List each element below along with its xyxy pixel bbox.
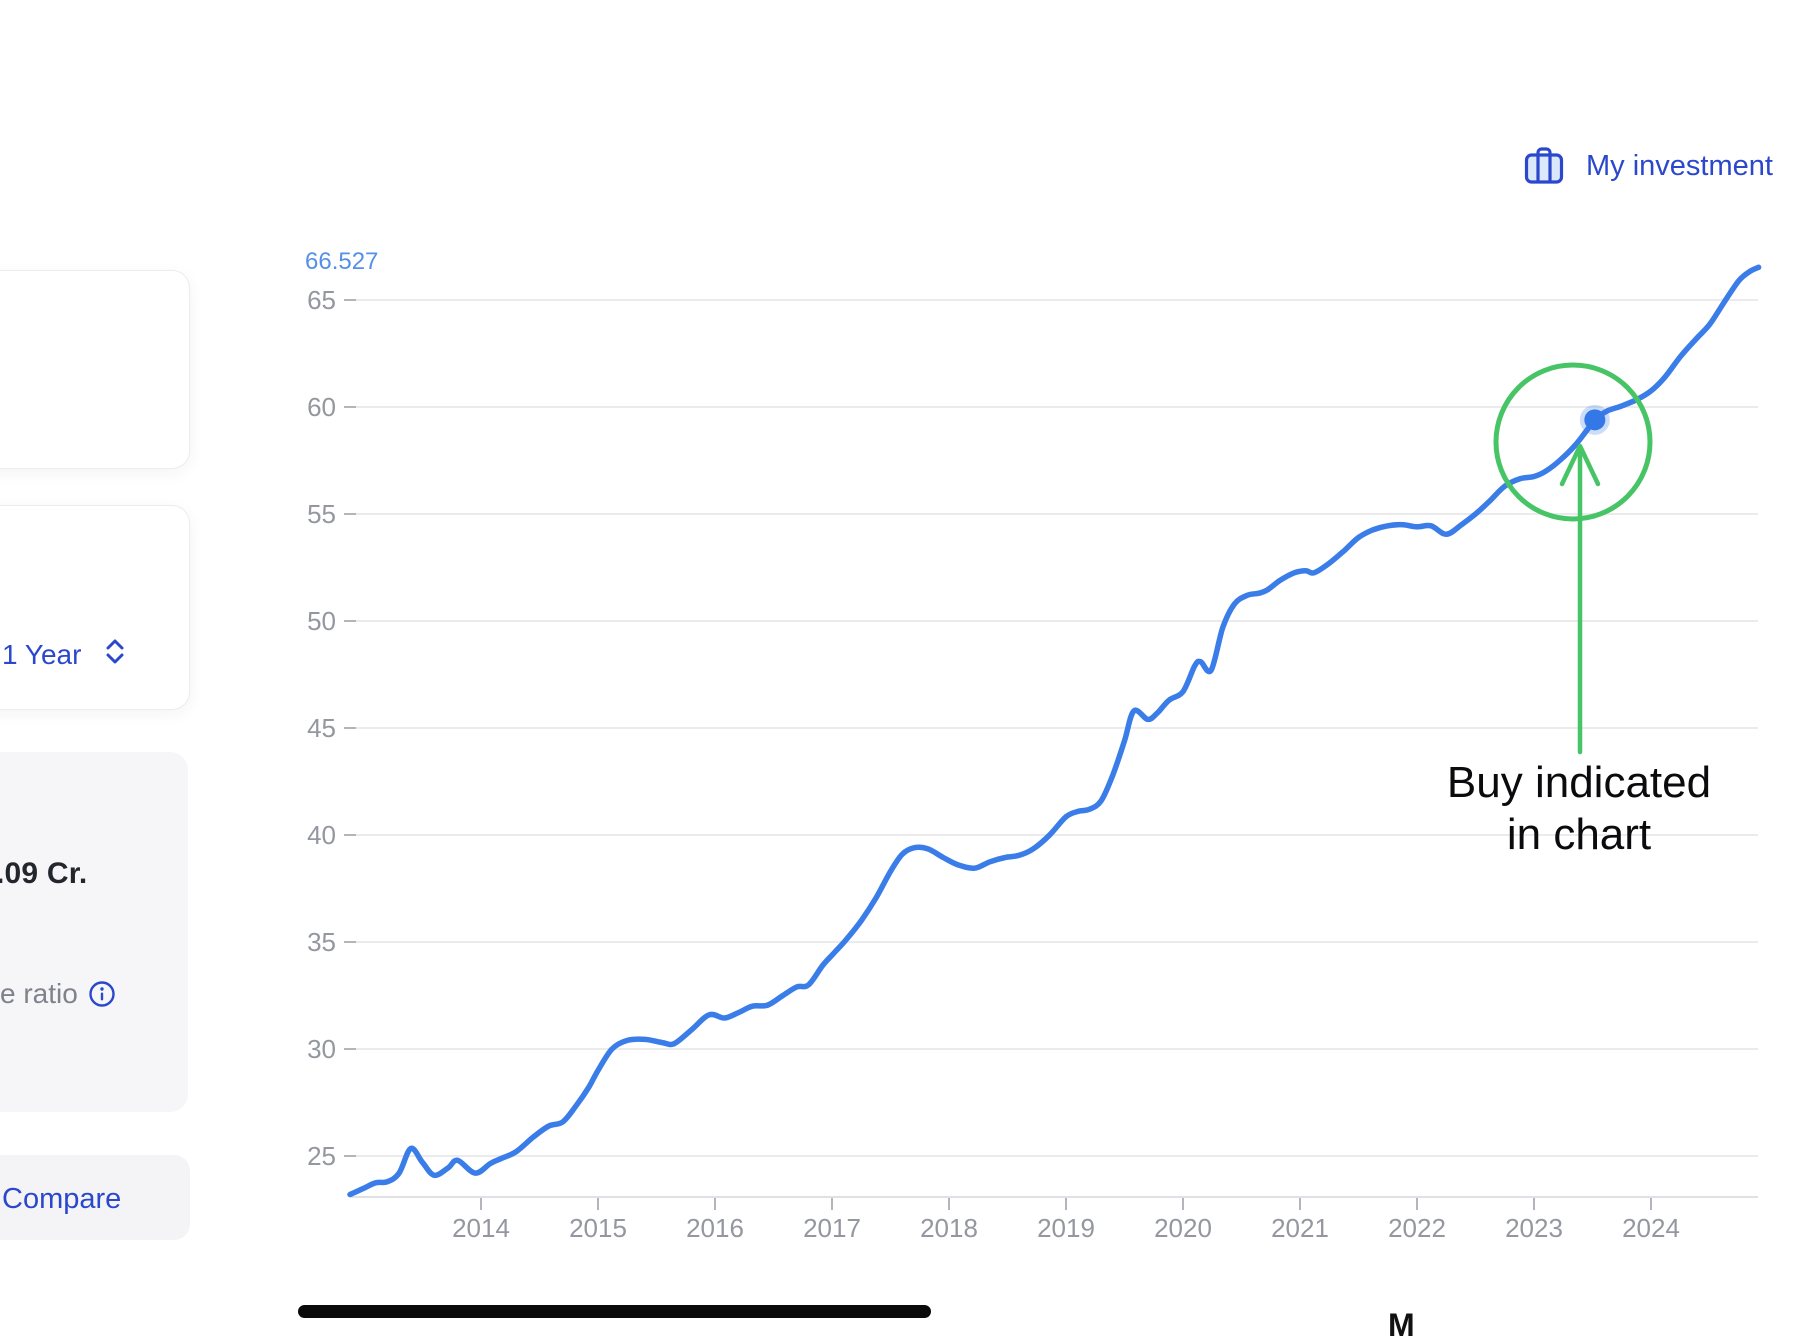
y-axis-tick-label: 40 [307, 820, 336, 850]
fund-size-value: .09 Cr. [0, 857, 88, 890]
compare-button[interactable]: Compare [2, 1183, 122, 1215]
y-axis-tick-label: 30 [307, 1034, 336, 1064]
my-investments-label: My investment [1586, 149, 1773, 182]
buy-arrow-head [1559, 443, 1601, 487]
x-axis-tick-label: 2023 [1505, 1213, 1563, 1243]
x-axis-tick-label: 2019 [1037, 1213, 1095, 1243]
latest-value-label: 66.527 [305, 248, 379, 275]
buy-annotation-text: Buy indicated in chart [1446, 758, 1712, 859]
y-axis-tick-label: 65 [307, 285, 336, 315]
x-axis-tick-label: 2015 [569, 1213, 627, 1243]
sort-updown-icon [103, 638, 127, 672]
buy-highlight-circle [1493, 362, 1653, 522]
summary-card [0, 270, 190, 469]
x-axis-tick-label: 2018 [920, 1213, 978, 1243]
nav-line-series[interactable] [347, 264, 1762, 1198]
period-selector-label: 1 Year [2, 639, 82, 670]
expense-ratio-row: e ratio [0, 978, 116, 1010]
info-icon[interactable] [88, 980, 116, 1008]
clipped-text-fragment: M [1388, 1307, 1415, 1343]
y-axis-tick-label: 35 [307, 927, 336, 957]
compare-card[interactable] [0, 1155, 190, 1240]
home-indicator-bar[interactable] [298, 1305, 931, 1318]
my-investments-link[interactable]: My investment [1522, 146, 1773, 186]
x-axis-tick-label: 2021 [1271, 1213, 1329, 1243]
period-selector[interactable]: 1 Year [2, 638, 127, 672]
fund-stats-card [0, 752, 188, 1112]
x-axis-tick-label: 2014 [452, 1213, 510, 1243]
x-axis-tick-label: 2020 [1154, 1213, 1212, 1243]
x-axis-tick-label: 2017 [803, 1213, 861, 1243]
y-axis-tick-label: 45 [307, 713, 336, 743]
expense-ratio-label: e ratio [0, 978, 78, 1009]
buy-point-dot[interactable] [1584, 409, 1606, 431]
y-axis-tick-label: 25 [307, 1141, 336, 1171]
x-axis-tick-label: 2022 [1388, 1213, 1446, 1243]
returns-card [0, 505, 190, 710]
y-axis-tick-label: 55 [307, 499, 336, 529]
y-axis-tick-label: 60 [307, 392, 336, 422]
briefcase-icon [1522, 146, 1566, 186]
y-axis-tick-label: 50 [307, 606, 336, 636]
x-axis-tick-label: 2016 [686, 1213, 744, 1243]
x-axis-tick-label: 2024 [1622, 1213, 1680, 1243]
